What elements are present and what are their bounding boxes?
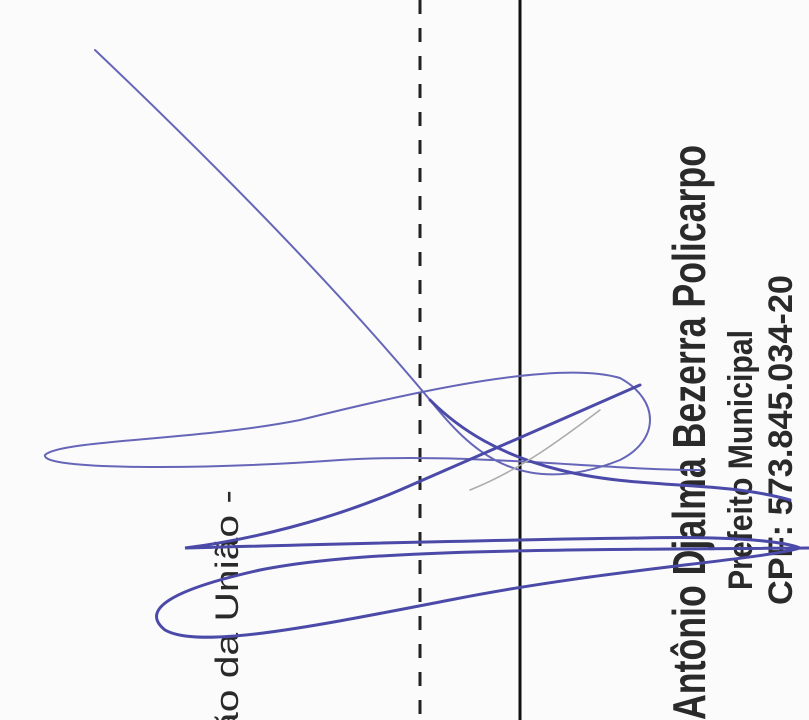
signature — [44, 49, 809, 639]
body-text-fragment: ão da União - — [209, 490, 245, 720]
signer-name: Antônio Djalma Bezerra Policarpo — [663, 145, 715, 720]
signer-role: Prefeito Municipal — [722, 330, 760, 590]
